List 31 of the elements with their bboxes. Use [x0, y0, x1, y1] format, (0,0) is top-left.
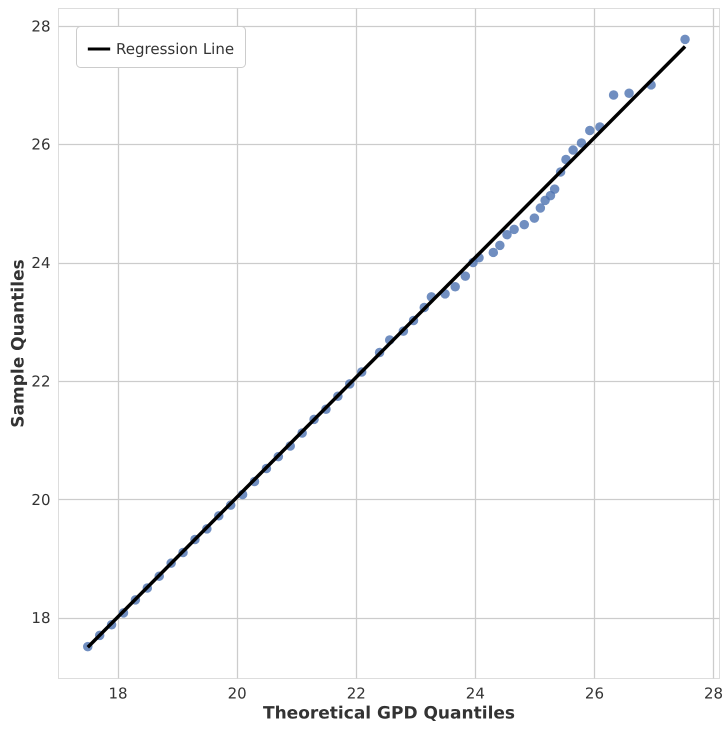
point — [530, 213, 540, 223]
point — [568, 145, 578, 155]
x-tick-label: 22 — [346, 684, 366, 702]
y-tick-label: 22 — [31, 372, 50, 390]
y-tick-label: 24 — [31, 254, 50, 272]
point — [488, 248, 498, 258]
x-axis-title: Theoretical GPD Quantiles — [262, 704, 516, 724]
y-tick-label: 18 — [31, 609, 50, 628]
x-tick-label: 26 — [584, 684, 604, 702]
point — [576, 138, 586, 148]
point — [495, 240, 505, 250]
point — [509, 224, 519, 234]
point — [608, 90, 618, 100]
x-tick-label: 18 — [108, 684, 128, 702]
y-tick-label: 26 — [31, 136, 50, 154]
point — [536, 203, 546, 213]
x-tick-label: 24 — [466, 684, 485, 702]
point — [520, 220, 530, 230]
point — [585, 126, 595, 136]
point — [680, 34, 690, 44]
point — [502, 230, 512, 240]
point — [450, 282, 460, 292]
x-tick-label: 20 — [228, 684, 247, 702]
y-axis-title: Sample Quantiles — [8, 259, 28, 428]
x-tick-label: 28 — [704, 684, 724, 702]
y-tick-label: 20 — [31, 490, 50, 509]
y-tick-label: 28 — [31, 17, 50, 36]
point — [550, 184, 560, 194]
point — [624, 88, 634, 98]
legend-label: Regression Line — [116, 40, 234, 58]
point — [460, 271, 470, 281]
